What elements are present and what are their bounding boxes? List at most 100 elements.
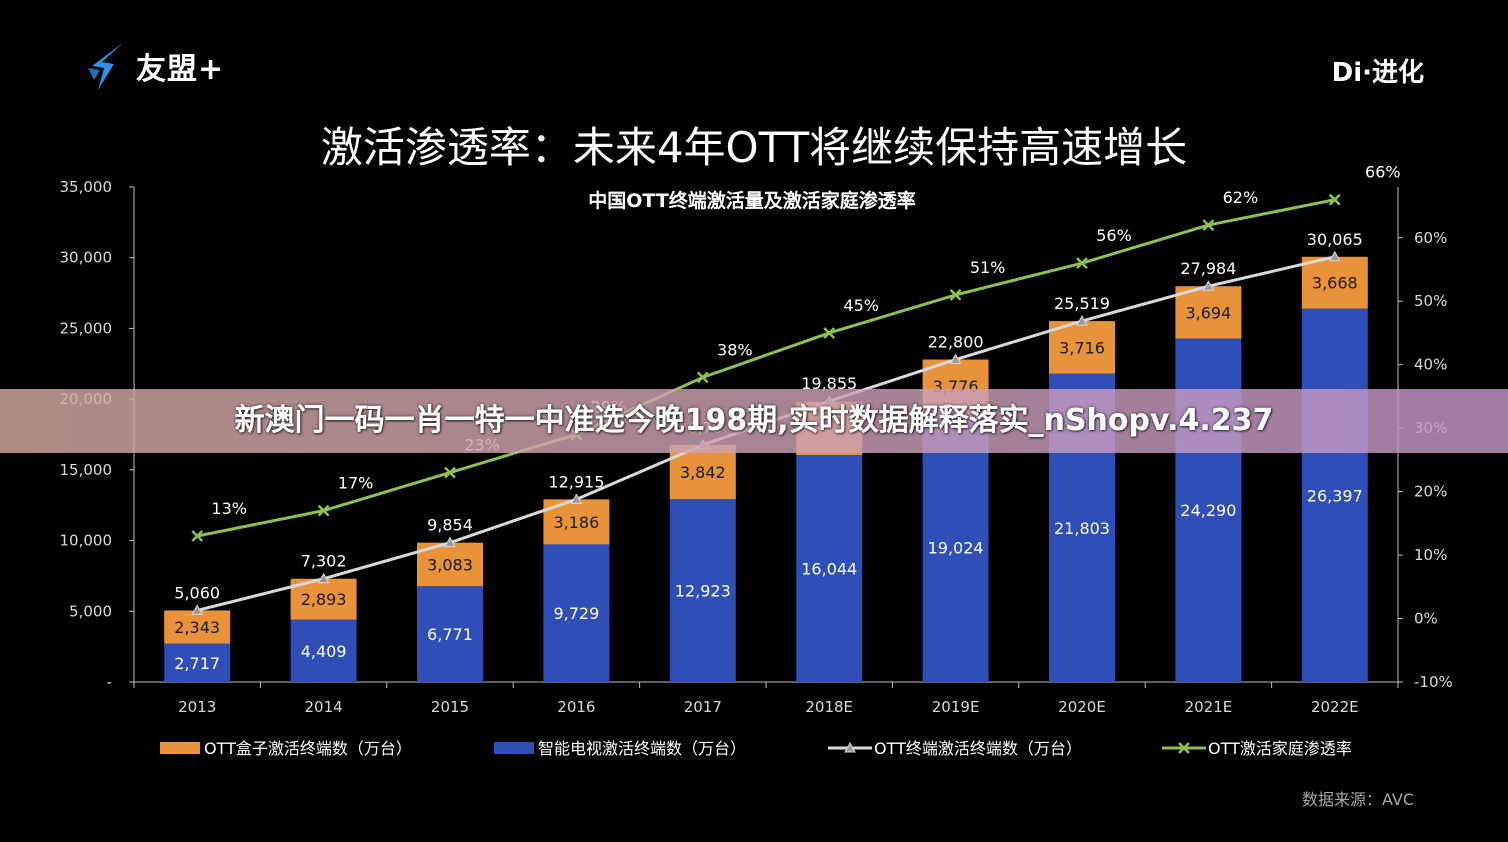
point-penetration-x: [1202, 219, 1215, 231]
label-total: 25,519: [1054, 294, 1110, 313]
label-penetration: 45%: [843, 296, 879, 315]
x-tick-label: 2021E: [1185, 698, 1233, 716]
label-total: 30,065: [1307, 230, 1363, 249]
line-penetration: [196, 198, 1336, 538]
x-tick-label: 2022E: [1311, 698, 1359, 716]
point-penetration-x: [444, 466, 456, 479]
bar-ott-box: [164, 610, 231, 644]
x-tick-label: 2013: [178, 698, 216, 716]
bird-logo-icon: [88, 42, 124, 90]
x-tick-label: 2020E: [1058, 698, 1106, 716]
label-penetration: 56%: [1096, 226, 1132, 245]
label-total: 5,060: [174, 583, 220, 602]
bar-label-smart-tv: 6,771: [427, 625, 473, 644]
bar-label-ott-box: 3,716: [1059, 338, 1105, 357]
point-penetration-x: [1076, 257, 1088, 270]
chart-labels: 中国OTT终端激活量及激活家庭渗透率 2,717 2,343 4,409 2,893 6,…: [174, 163, 1400, 673]
x-tick-label: 2018E: [805, 698, 853, 716]
label-penetration: 62%: [1223, 188, 1259, 207]
bar-label-smart-tv: 26,397: [1307, 486, 1363, 505]
chart-title: 中国OTT终端激活量及激活家庭渗透率: [588, 189, 916, 212]
point-total-triangle: [949, 353, 962, 365]
point-penetration-x: [696, 371, 709, 384]
y-right-tick-label: -10%: [1414, 673, 1453, 691]
bar-smart-tv: [164, 643, 231, 682]
x-tick-label: 2015: [431, 698, 469, 716]
label-total: 27,984: [1180, 259, 1236, 278]
bar-smart-tv: [669, 499, 736, 682]
legend-label: OTT盒子激活终端数（万台）: [204, 739, 412, 758]
bar-label-ott-box: 2,343: [174, 618, 220, 637]
point-total-triangle: [1076, 315, 1088, 326]
point-penetration-x: [823, 327, 836, 339]
legend-label: 智能电视激活终端数（万台）: [538, 739, 746, 758]
label-total: 19,855: [801, 374, 857, 393]
overlay-banner-text: 新澳门一码一肖一特一中准选今晚198期,实时数据解释落实_nShopv.4.23…: [234, 403, 1274, 438]
bar-label-smart-tv: 16,044: [801, 560, 857, 579]
y-right-tick-label: 0%: [1414, 610, 1438, 628]
x-tick-label: 2019E: [932, 698, 980, 716]
y-right-tick-label: 10%: [1414, 546, 1447, 564]
legend-swatch-bar: [160, 742, 200, 754]
point-total-triangle: [1202, 280, 1215, 291]
legend-label: OTT终端激活终端数（万台）: [874, 739, 1082, 758]
umeng-logo-text: 友盟+: [136, 52, 225, 87]
chart-lines: [191, 193, 1341, 615]
bar-smart-tv: [417, 586, 483, 682]
y-left-tick-label: 10,000: [60, 532, 113, 550]
label-penetration: 66%: [1365, 163, 1401, 182]
y-left-tick-label: 25,000: [60, 319, 113, 337]
label-penetration: 51%: [970, 258, 1006, 277]
bar-smart-tv: [922, 412, 989, 682]
point-penetration-x: [191, 530, 204, 542]
label-penetration: 13%: [211, 499, 247, 518]
label-penetration: 38%: [717, 340, 753, 359]
y-left-tick-label: 5,000: [69, 602, 112, 620]
point-penetration-x: [317, 504, 330, 517]
overlay-banner: [0, 389, 1508, 453]
bar-smart-tv: [796, 455, 863, 682]
bar-ott-box: [1175, 286, 1242, 339]
point-penetration-x: [1328, 193, 1341, 206]
legend-triangle-marker: [844, 741, 856, 753]
umeng-logo: 友盟+: [84, 40, 224, 92]
bar-label-ott-box: 3,694: [1185, 303, 1231, 322]
y-left-tick-label: -: [107, 673, 112, 691]
label-total: 22,800: [928, 333, 984, 352]
bar-smart-tv: [1301, 308, 1368, 682]
label-total: 7,302: [301, 552, 347, 571]
bar-smart-tv: [543, 544, 610, 682]
bar-label-ott-box: 3,083: [427, 555, 473, 574]
label-total: 12,915: [548, 472, 604, 491]
x-tick-label: 2014: [305, 698, 343, 716]
y-right-tick-label: 20%: [1414, 483, 1447, 501]
label-total: 9,854: [427, 516, 473, 535]
y-right-tick-label: 60%: [1414, 229, 1447, 247]
point-total-triangle: [317, 572, 330, 584]
x-tick-label: 2017: [684, 698, 722, 716]
y-right-tick-label: 40%: [1414, 356, 1447, 374]
chart-legend: OTT盒子激活终端数（万台） 智能电视激活终端数（万台） OTT终端激活终端数（万台…: [160, 739, 1352, 758]
page-title: 激活渗透率：未来4年OTT将继续保持高速增长: [320, 123, 1188, 172]
y-left-tick-label: 35,000: [60, 178, 113, 196]
di-logo-text: Di·进化: [1331, 58, 1424, 88]
y-left-tick-label: 30,000: [60, 249, 113, 267]
point-penetration-x: [949, 289, 962, 301]
point-total-triangle: [444, 536, 456, 548]
point-total-triangle: [570, 493, 583, 504]
legend-x-marker: [1178, 742, 1190, 754]
bar-label-smart-tv: 2,717: [174, 654, 220, 673]
bar-ott-box: [1049, 321, 1115, 374]
bar-label-smart-tv: 4,409: [301, 642, 347, 661]
legend-swatch-bar: [494, 742, 534, 754]
bar-smart-tv: [290, 619, 357, 682]
bar-label-smart-tv: 12,923: [675, 582, 731, 601]
point-total-triangle: [1328, 250, 1341, 262]
di-logo: Di·进化: [1332, 52, 1424, 89]
data-source: 数据来源：AVC: [1301, 790, 1414, 809]
bar-label-smart-tv: 19,024: [928, 538, 984, 557]
bar-label-smart-tv: 24,290: [1180, 501, 1236, 520]
bar-ott-box: [1301, 256, 1368, 309]
x-tick-label: 2016: [557, 698, 595, 716]
bar-label-smart-tv: 21,803: [1054, 519, 1110, 538]
